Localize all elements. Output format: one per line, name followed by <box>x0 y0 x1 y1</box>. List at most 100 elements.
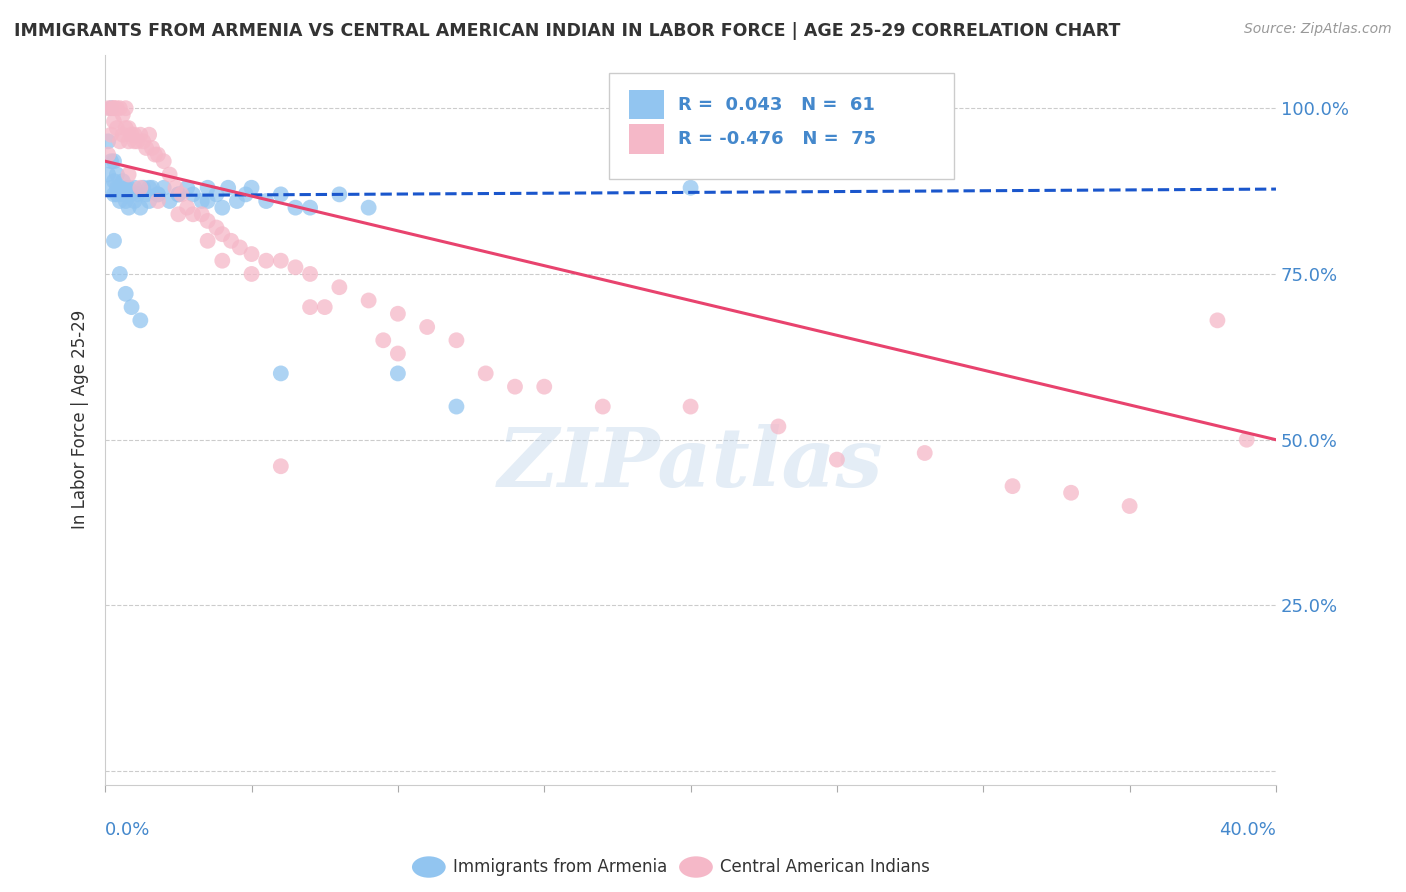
FancyBboxPatch shape <box>628 124 664 153</box>
Point <box>121 300 143 314</box>
Point <box>167 207 190 221</box>
Point <box>446 400 468 414</box>
Y-axis label: In Labor Force | Age 25-29: In Labor Force | Age 25-29 <box>72 310 89 530</box>
Point <box>124 134 146 148</box>
Point <box>191 207 214 221</box>
Point <box>825 452 848 467</box>
Point <box>328 187 350 202</box>
Point <box>111 174 134 188</box>
Point <box>129 201 152 215</box>
Point <box>357 201 380 215</box>
Point <box>114 101 136 115</box>
Point <box>299 267 322 281</box>
Point <box>103 234 125 248</box>
Point <box>100 180 122 194</box>
Point <box>105 187 128 202</box>
Point <box>141 141 163 155</box>
Text: Immigrants from Armenia: Immigrants from Armenia <box>453 858 666 876</box>
Point <box>197 194 219 208</box>
Point <box>205 220 228 235</box>
Point <box>117 121 139 136</box>
Point <box>270 459 292 474</box>
Point <box>176 201 198 215</box>
Point <box>474 367 496 381</box>
Text: ZIPatlas: ZIPatlas <box>498 424 883 504</box>
FancyBboxPatch shape <box>609 73 955 179</box>
FancyBboxPatch shape <box>628 90 664 120</box>
Point <box>240 180 263 194</box>
Point <box>914 446 936 460</box>
Text: 0.0%: 0.0% <box>105 821 150 839</box>
Point <box>129 128 152 142</box>
Point <box>217 180 239 194</box>
Point <box>229 240 252 254</box>
Point <box>240 247 263 261</box>
Point <box>121 187 143 202</box>
Point <box>235 187 257 202</box>
Point <box>105 168 128 182</box>
Point <box>1206 313 1229 327</box>
Point <box>211 201 233 215</box>
Point <box>176 180 198 194</box>
Point <box>124 180 146 194</box>
Point <box>768 419 790 434</box>
Point <box>191 194 214 208</box>
Point <box>387 367 409 381</box>
Point <box>170 187 193 202</box>
Point <box>108 267 131 281</box>
Point <box>117 201 139 215</box>
Point <box>146 147 169 161</box>
Point <box>117 180 139 194</box>
Point <box>103 187 125 202</box>
Point <box>114 194 136 208</box>
Text: R =  0.043   N =  61: R = 0.043 N = 61 <box>678 95 875 114</box>
Point <box>117 168 139 182</box>
Point <box>197 214 219 228</box>
Point <box>103 154 125 169</box>
Point <box>146 194 169 208</box>
Point <box>100 101 122 115</box>
Point <box>679 400 702 414</box>
Point <box>108 194 131 208</box>
Point <box>679 180 702 194</box>
Point <box>446 333 468 347</box>
Point <box>108 134 131 148</box>
Point <box>181 207 204 221</box>
Point <box>127 187 149 202</box>
Point <box>159 194 181 208</box>
Point <box>108 101 131 115</box>
Point <box>152 154 174 169</box>
Point <box>135 141 157 155</box>
Point <box>117 134 139 148</box>
Point <box>103 174 125 188</box>
Text: IMMIGRANTS FROM ARMENIA VS CENTRAL AMERICAN INDIAN IN LABOR FORCE | AGE 25-29 CO: IMMIGRANTS FROM ARMENIA VS CENTRAL AMERI… <box>14 22 1121 40</box>
Point <box>97 147 120 161</box>
Point <box>181 187 204 202</box>
Point <box>132 180 155 194</box>
Point <box>314 300 336 314</box>
Point <box>167 187 190 202</box>
Point <box>592 400 614 414</box>
Point <box>138 194 160 208</box>
Point <box>211 253 233 268</box>
Text: 40.0%: 40.0% <box>1219 821 1277 839</box>
Point <box>138 180 160 194</box>
Point <box>197 180 219 194</box>
Point <box>503 379 526 393</box>
Point <box>146 187 169 202</box>
Point <box>299 201 322 215</box>
Point <box>114 121 136 136</box>
Point <box>270 367 292 381</box>
Point <box>114 286 136 301</box>
Point <box>129 180 152 194</box>
Point <box>146 187 169 202</box>
Point <box>111 187 134 202</box>
Point <box>124 194 146 208</box>
Point <box>138 128 160 142</box>
Point <box>533 379 555 393</box>
Point <box>219 234 242 248</box>
Point <box>97 168 120 182</box>
Point <box>167 187 190 202</box>
Point <box>197 234 219 248</box>
Point <box>135 187 157 202</box>
